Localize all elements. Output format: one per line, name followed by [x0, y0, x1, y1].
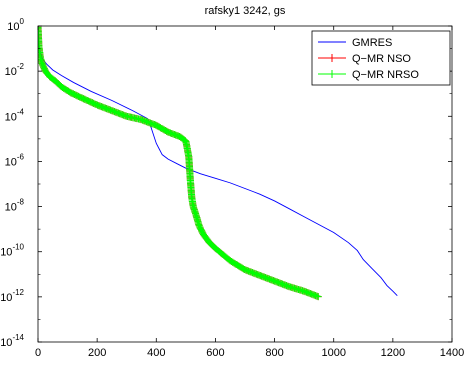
legend-marker — [328, 54, 336, 62]
x-tick-label: 800 — [265, 347, 283, 359]
x-tick-label: 200 — [88, 347, 106, 359]
legend-entry: Q−MR NSO — [318, 53, 411, 65]
y-tick-exponent: -6 — [17, 152, 25, 161]
y-tick-label: 100 — [7, 17, 24, 33]
x-tick-label: 1400 — [440, 347, 464, 359]
series-marker-2 — [314, 293, 322, 301]
x-tick-label: 600 — [206, 347, 224, 359]
y-tick-label: 10-14 — [0, 333, 24, 349]
y-tick-exponent: -14 — [12, 333, 24, 342]
y-tick-exponent: -4 — [17, 107, 25, 116]
legend-label: Q−MR NRSO — [352, 69, 419, 81]
x-tick-label: 1200 — [381, 347, 405, 359]
y-tick-label: 10-10 — [0, 243, 24, 259]
series-markers-2 — [38, 26, 322, 301]
x-tick-label: 1000 — [321, 347, 345, 359]
x-tick-label: 0 — [35, 347, 41, 359]
legend: GMRES Q−MR NSO Q−MR NRSO — [311, 30, 451, 86]
y-tick-exponent: -10 — [12, 243, 24, 252]
y-tick-exponent: -2 — [17, 62, 25, 71]
chart-title: rafsky1 3242, gs — [205, 5, 286, 17]
legend-label: GMRES — [352, 37, 392, 49]
legend-entry: GMRES — [318, 37, 392, 49]
y-tick-label: 10-8 — [5, 198, 25, 214]
y-tick-exponent: -12 — [12, 288, 24, 297]
x-tick-label: 400 — [147, 347, 165, 359]
y-tick-exponent: 0 — [20, 17, 25, 26]
legend-marker — [328, 70, 336, 78]
y-tick-label: 10-4 — [5, 107, 25, 123]
y-tick-label: 10-12 — [0, 288, 24, 304]
y-tick-label: 10-2 — [5, 62, 25, 78]
legend-label: Q−MR NSO — [352, 53, 411, 65]
y-tick-label: 10-6 — [5, 152, 25, 168]
y-tick-exponent: -8 — [17, 198, 25, 207]
legend-entry: Q−MR NRSO — [318, 69, 419, 81]
series-line-0 — [38, 26, 398, 297]
